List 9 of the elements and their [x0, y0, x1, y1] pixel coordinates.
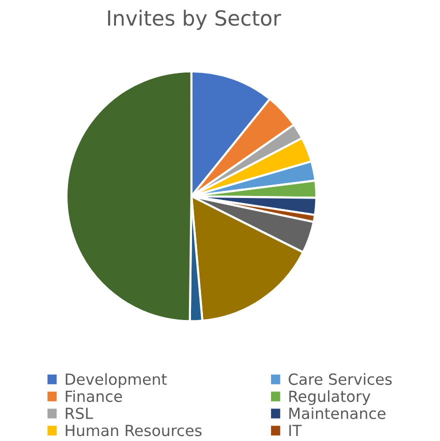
legend-label: Development: [66, 373, 167, 388]
legend-label: Human Resources: [66, 424, 202, 436]
legend-label: Care Services: [288, 373, 392, 385]
legend-label: Maintenance: [289, 407, 386, 420]
legend-label: Finance: [66, 390, 122, 402]
legend-label: Regulatory: [289, 390, 370, 406]
chart-title: Invites by Sector: [108, 10, 282, 30]
legend-label: IT: [289, 424, 302, 436]
legend-label: RSL: [66, 408, 94, 420]
